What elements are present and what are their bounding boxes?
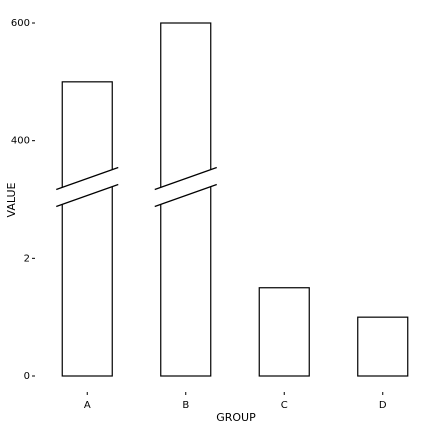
axis-break-line [56, 166, 119, 191]
x-tick-label: B [182, 400, 189, 411]
axis-break-line [154, 166, 217, 191]
y-tick-label: 2 [24, 253, 30, 264]
axis-break [154, 167, 217, 207]
axis-break [56, 167, 119, 207]
x-axis-title: GROUP [216, 411, 256, 424]
bar [61, 81, 113, 377]
x-tick-label: A [84, 400, 91, 411]
x-tick-label: C [281, 400, 288, 411]
bar [357, 316, 409, 377]
y-axis-title: VALUE [5, 182, 18, 217]
y-tick-label: 600 [11, 18, 30, 29]
y-tick-label: 400 [11, 136, 30, 147]
axis-break-line [154, 183, 217, 208]
y-tick-label: 0 [24, 371, 30, 382]
axis-break-line [56, 183, 119, 208]
bar [258, 287, 310, 377]
x-tick-label: D [379, 400, 387, 411]
